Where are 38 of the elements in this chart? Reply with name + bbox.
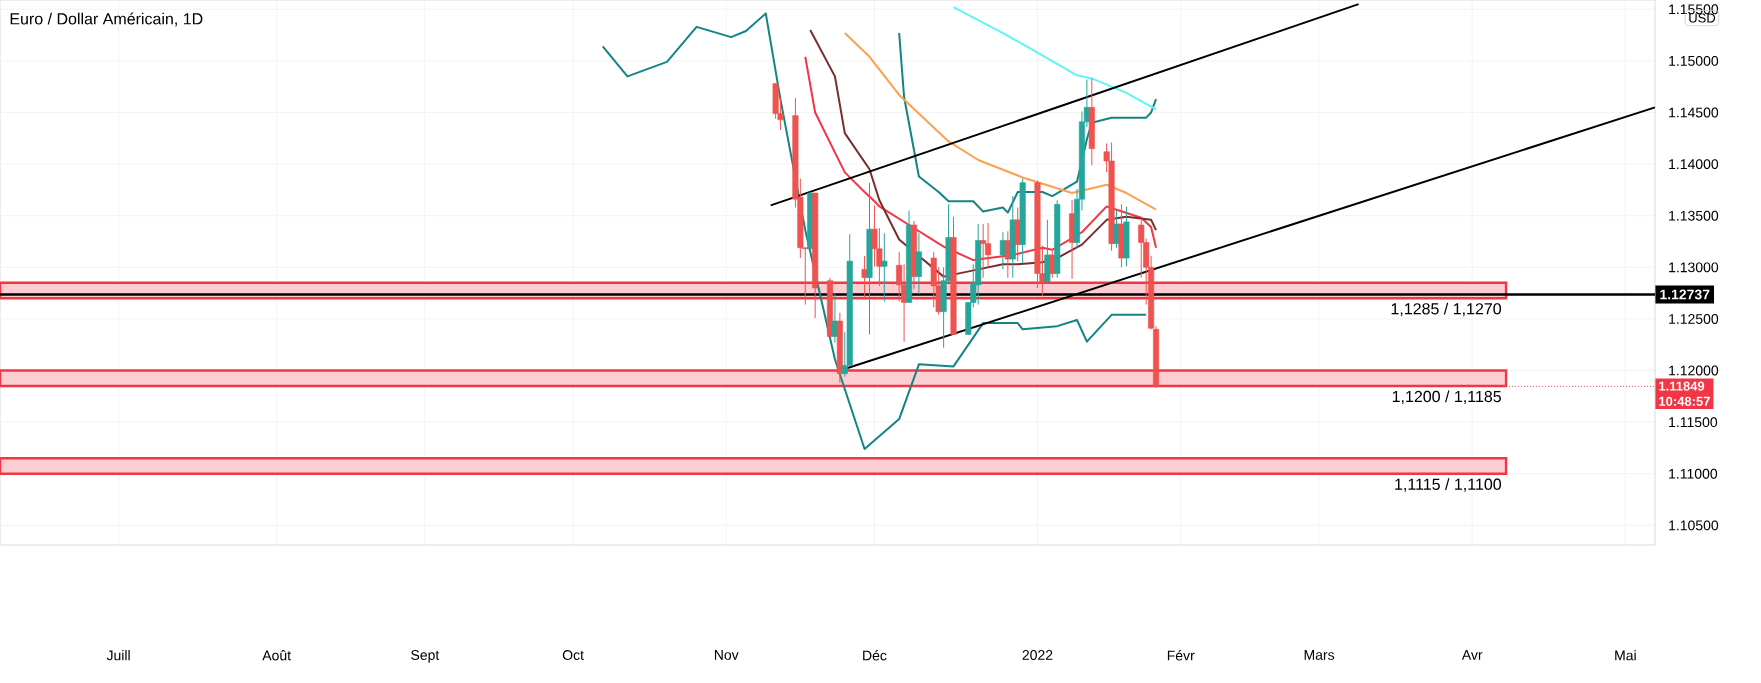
line-series xyxy=(804,55,1158,262)
y-tick-label: 1.11000 xyxy=(1669,468,1718,479)
y-tick-label: 1.12500 xyxy=(1669,314,1719,324)
line-series xyxy=(898,32,1158,214)
y-tick-label: 1.13000 xyxy=(1669,262,1719,273)
x-tick-label: Sept xyxy=(411,650,440,663)
ref-line-label: 1.11849 xyxy=(1659,381,1705,391)
line-series xyxy=(601,12,1148,450)
band-label: 1,1115 / 1,1100 xyxy=(1395,478,1502,492)
line-series xyxy=(843,32,1158,211)
text: USD xyxy=(1689,13,1716,23)
y-tick-label: 1.11500 xyxy=(1669,417,1718,428)
text: 10:48:57 xyxy=(1659,396,1710,406)
x-tick-label: Mars xyxy=(1304,650,1335,660)
x-tick-label: Août xyxy=(262,650,291,661)
band-label: 1,1200 / 1,1185 xyxy=(1392,390,1501,405)
x-tick-label: 2022 xyxy=(1022,650,1053,660)
candlestick xyxy=(980,223,987,279)
x-tick-label: Oct xyxy=(562,650,584,660)
y-tick-label: 1.14000 xyxy=(1669,159,1719,170)
line-series xyxy=(809,28,1158,278)
x-tick-label: Févr xyxy=(1167,650,1195,661)
x-tick-label: Avr xyxy=(1461,650,1483,660)
y-tick-label: 1.15000 xyxy=(1669,55,1719,66)
ref-line-label: 1.12737 xyxy=(1660,289,1710,300)
x-tick-label: Nov xyxy=(714,650,739,660)
x-tick-label: Mai xyxy=(1615,650,1636,661)
line-series xyxy=(952,6,1158,111)
y-tick-label: 1.10500 xyxy=(1669,520,1719,531)
candlestick xyxy=(881,232,888,302)
y-tick-label: 1.13500 xyxy=(1669,210,1719,221)
y-tick-label: 1.15500 xyxy=(1669,4,1719,15)
band-label: 1,1285 / 1,1270 xyxy=(1391,302,1502,317)
x-tick-label: Juill xyxy=(106,650,130,661)
y-tick-label: 1.14500 xyxy=(1669,107,1719,118)
x-tick-label: Déc xyxy=(863,650,887,661)
y-tick-label: 1.12000 xyxy=(1669,365,1719,376)
text: Euro / Dollar Américain, 1D xyxy=(10,12,203,27)
